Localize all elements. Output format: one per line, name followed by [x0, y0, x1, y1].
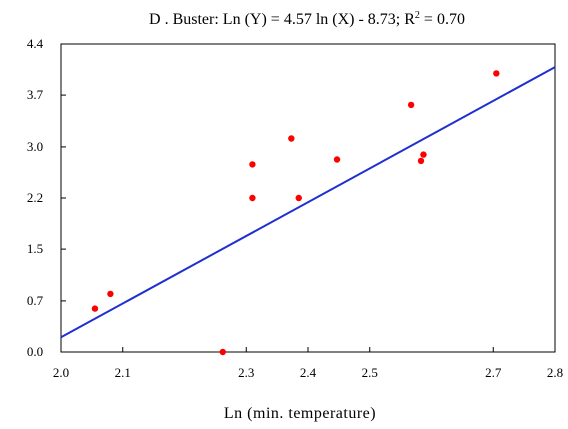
- y-tick-label: 3.7: [27, 87, 44, 102]
- data-point: [91, 305, 99, 312]
- x-tick-label: 2.3: [238, 365, 254, 380]
- x-axis: 2.0 2.1 2.3 2.4 2.5 2.7 2.8: [53, 347, 563, 380]
- plot-area-frame: [60, 43, 556, 353]
- data-point: [249, 161, 256, 168]
- x-tick-label: 2.8: [547, 365, 563, 380]
- chart-title-suffix: = 0.70: [420, 11, 465, 28]
- y-tick-label: 2.2: [27, 190, 43, 205]
- x-tick-label: 2.4: [300, 365, 317, 380]
- x-tick-label: 2.7: [485, 365, 502, 380]
- data-point: [219, 348, 226, 356]
- y-tick-label: 3.0: [27, 139, 43, 154]
- y-axis: 0.0 0.7 1.5 2.2 3.0 3.7 4.4: [27, 36, 66, 359]
- y-tick-label: 4.4: [27, 36, 44, 51]
- data-point: [107, 290, 114, 298]
- data-points: [91, 70, 500, 356]
- x-axis-label: Ln (min. temperature): [224, 405, 376, 422]
- y-tick-label: 0.7: [27, 293, 44, 308]
- data-point: [420, 151, 427, 158]
- data-point: [333, 156, 341, 163]
- data-point: [249, 194, 256, 202]
- x-tick-label: 2.1: [115, 365, 131, 380]
- x-tick-label: 2.5: [362, 365, 378, 380]
- data-point: [417, 157, 425, 165]
- y-tick-label: 0.0: [27, 344, 43, 359]
- chart-title: D . Buster: Ln (Y) = 4.57 ln (X) - 8.73;…: [149, 10, 465, 28]
- chart-title-superscript: 2: [415, 10, 420, 21]
- data-point: [407, 101, 415, 109]
- regression-fit-line: [60, 66, 556, 339]
- data-point: [295, 194, 302, 202]
- data-point: [493, 70, 500, 77]
- fit-line-layer: [60, 66, 556, 339]
- x-tick-label: 2.0: [53, 365, 69, 380]
- data-point: [288, 135, 295, 142]
- chart-title-main: D . Buster: Ln (Y) = 4.57 ln (X) - 8.73;…: [149, 11, 415, 28]
- y-tick-label: 1.5: [27, 241, 43, 256]
